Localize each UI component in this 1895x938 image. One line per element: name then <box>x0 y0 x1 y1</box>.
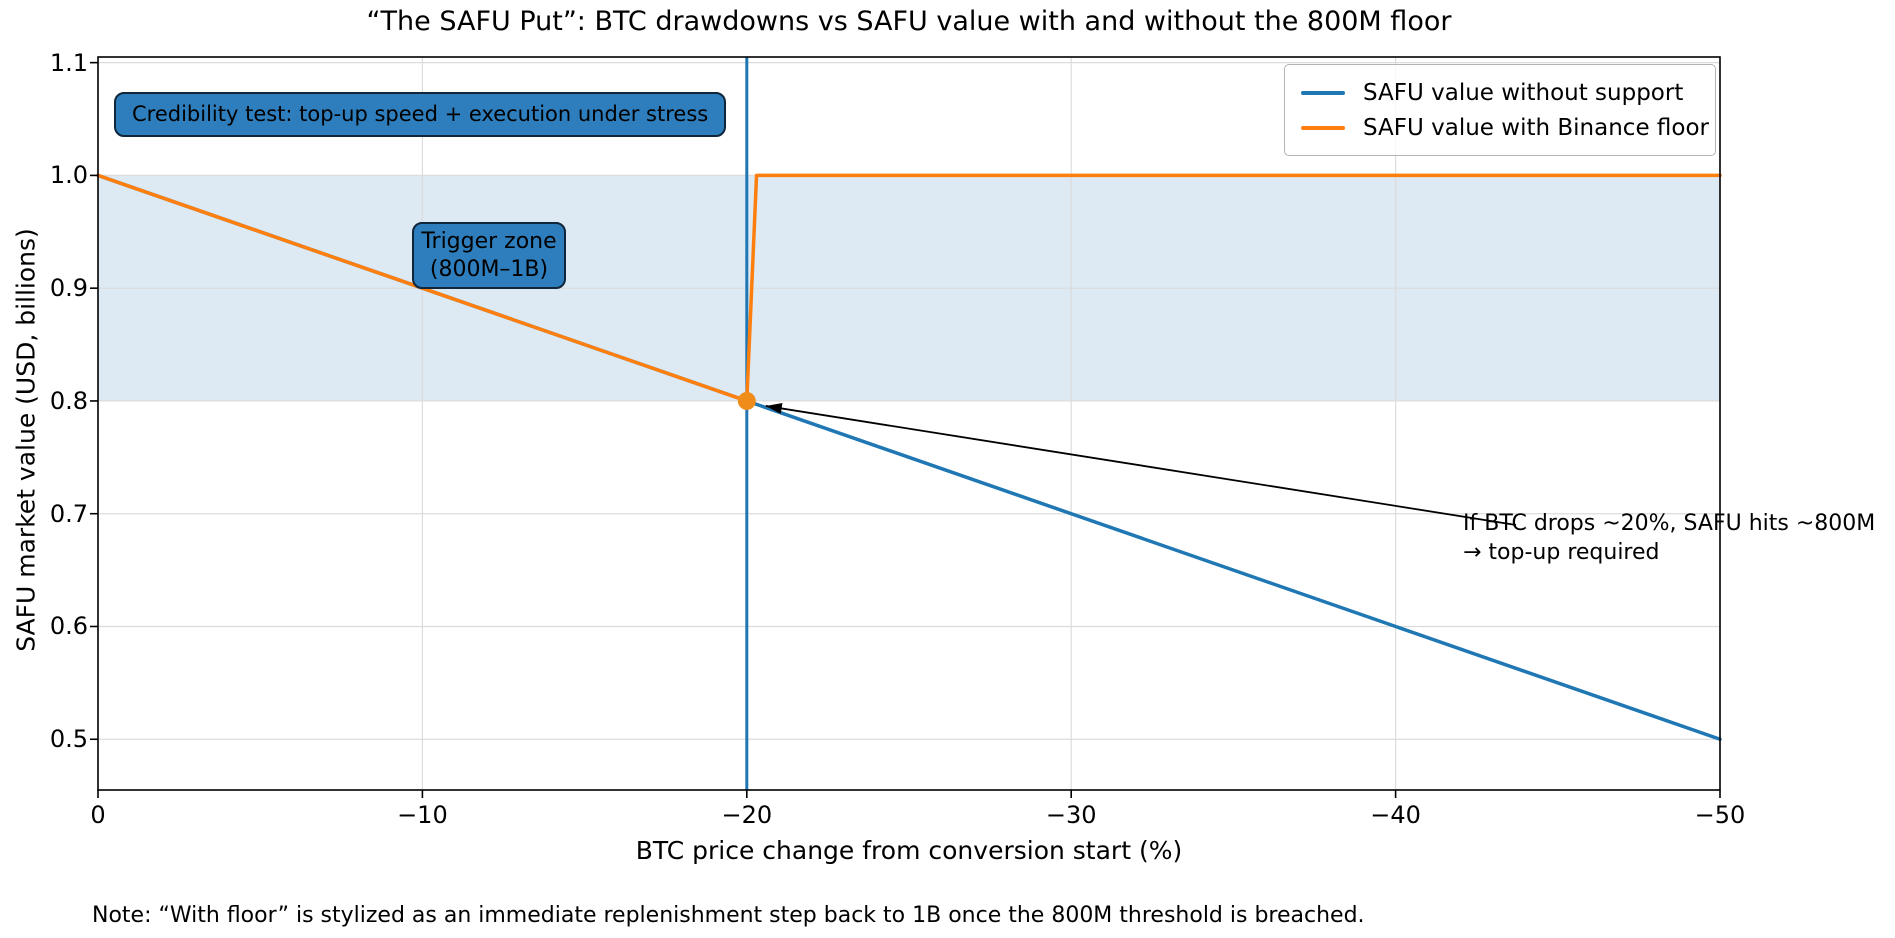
x-tick-label: 0 <box>90 801 106 829</box>
annotation-arrow-line <box>765 405 1517 526</box>
legend: SAFU value without support SAFU value wit… <box>1284 64 1716 156</box>
y-tick-label: 0.5 <box>49 725 88 754</box>
legend-label: SAFU value with Binance floor <box>1363 114 1709 141</box>
x-axis-label: BTC price change from conversion start (… <box>635 836 1183 865</box>
x-tick-label: −30 <box>1045 801 1097 829</box>
legend-entry: SAFU value without support <box>1301 80 1715 106</box>
trigger-zone-line1: Trigger zone <box>421 228 557 254</box>
y-tick-label: 0.8 <box>49 386 88 415</box>
y-tick-label: 0.9 <box>49 274 88 303</box>
y-tick-label: 0.7 <box>49 499 88 528</box>
chart-title: “The SAFU Put”: BTC drawdowns vs SAFU va… <box>366 6 1452 37</box>
footnote: Note: “With floor” is stylized as an imm… <box>92 903 1365 928</box>
legend-line-swatch <box>1301 125 1345 130</box>
y-tick-label: 0.6 <box>49 612 88 641</box>
topup-annotation: If BTC drops ~20%, SAFU hits ~800M → top… <box>1463 509 1875 567</box>
x-tick-label: −50 <box>1694 801 1746 829</box>
y-tick-label: 1.0 <box>49 161 88 190</box>
credibility-callout: Credibility test: top-up speed + executi… <box>114 92 727 137</box>
legend-entry: SAFU value with Binance floor <box>1301 115 1715 141</box>
legend-label: SAFU value without support <box>1363 79 1684 106</box>
annotation-arrow-head <box>765 403 783 414</box>
topup-annotation-line1: If BTC drops ~20%, SAFU hits ~800M <box>1463 511 1876 536</box>
x-tick-label: −10 <box>397 801 448 829</box>
axes-spines <box>97 56 1721 791</box>
trigger-point-marker <box>737 391 756 410</box>
x-tick-label: −40 <box>1370 801 1421 829</box>
trigger-zone-callout: Trigger zone (800M–1B) <box>412 222 566 289</box>
y-tick-label: 1.1 <box>49 48 88 77</box>
trigger-zone-line2: (800M–1B) <box>429 256 549 282</box>
legend-line-swatch <box>1301 90 1345 95</box>
topup-annotation-line2: → top-up required <box>1463 540 1660 565</box>
x-tick-label: −20 <box>721 801 773 829</box>
